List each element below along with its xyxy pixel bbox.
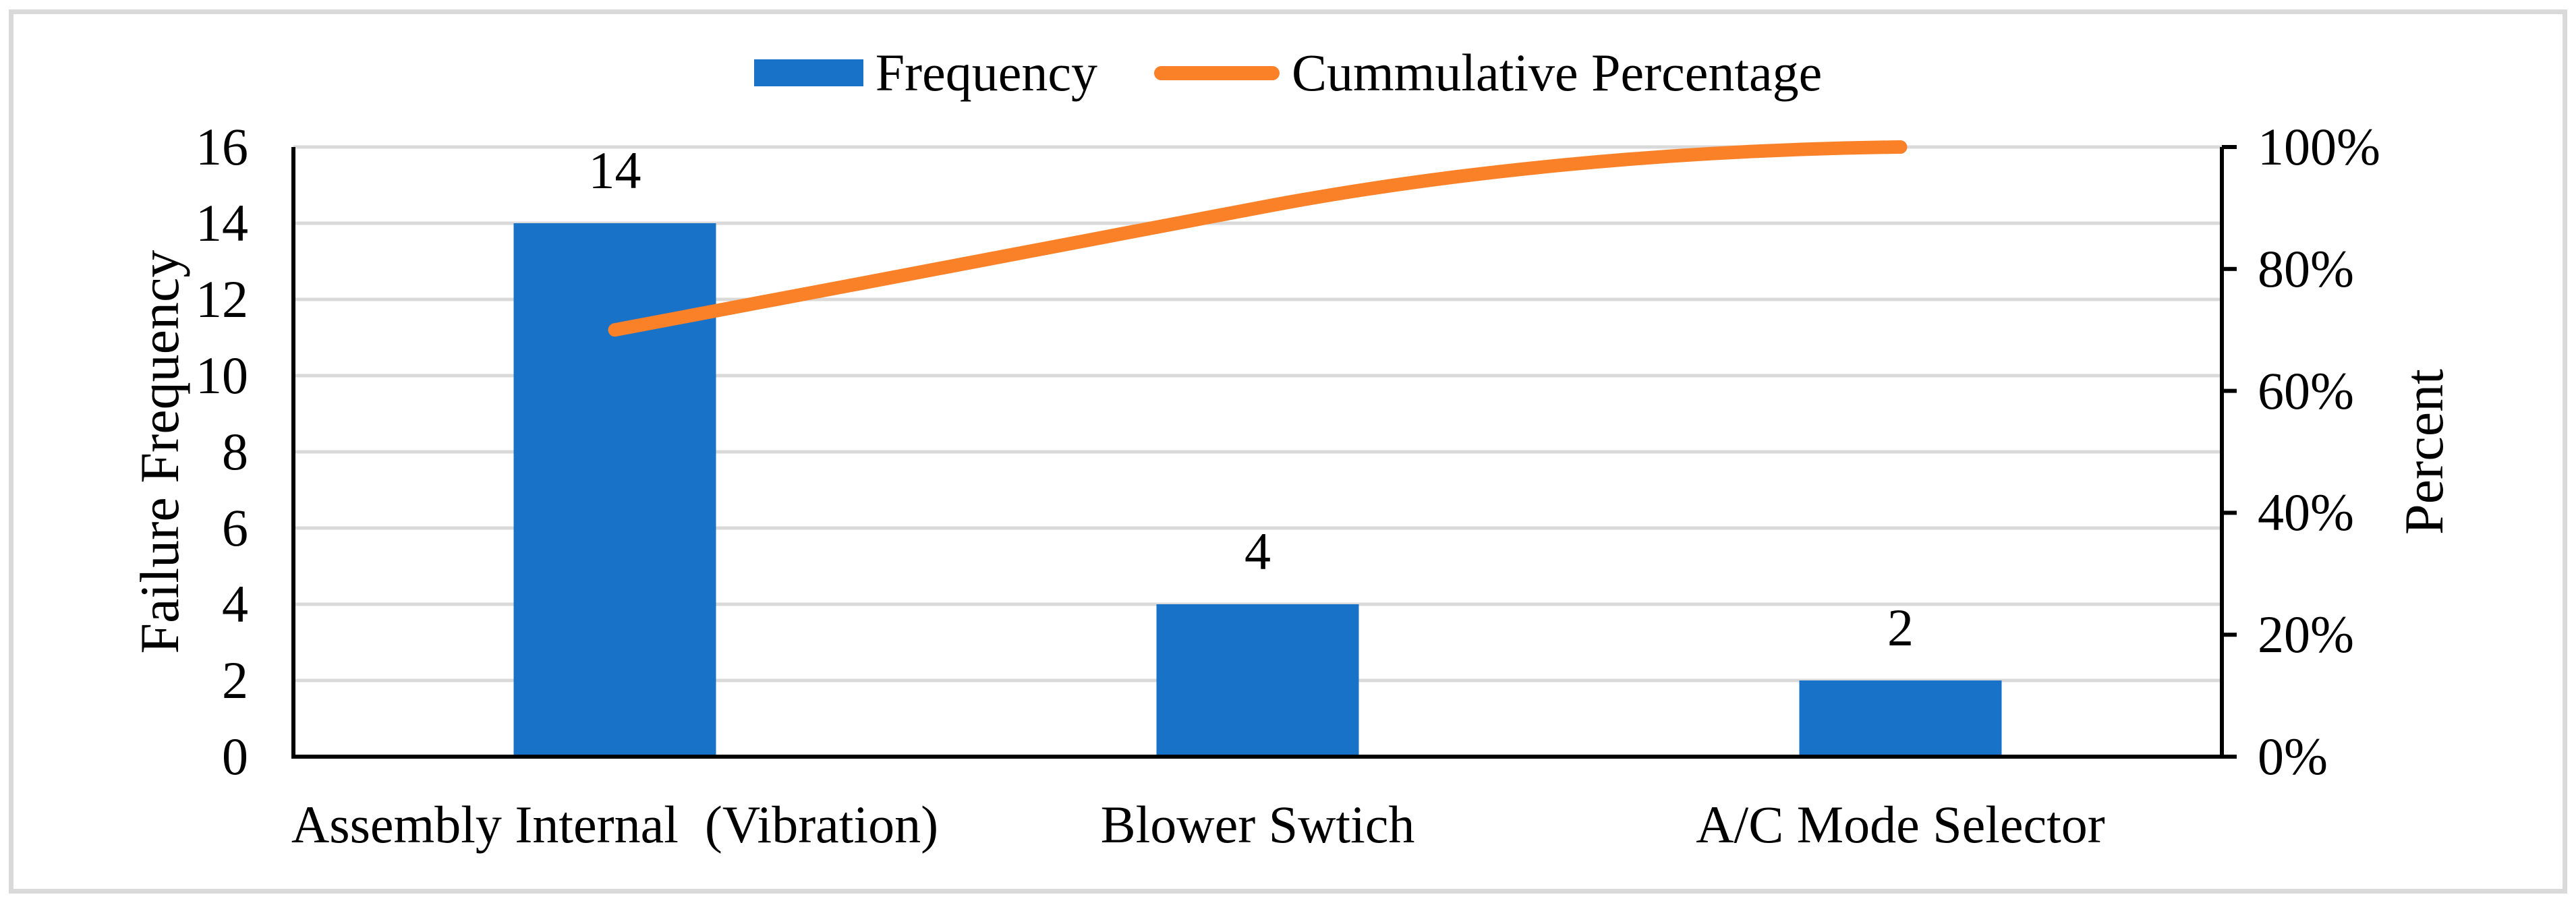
bar-value-label: 4 — [1244, 522, 1271, 581]
gridline — [293, 145, 2222, 149]
gridline — [293, 450, 2222, 454]
right-axis-tick — [2222, 145, 2237, 149]
right-axis-tick — [2222, 266, 2237, 271]
cumulative-percentage-line — [608, 140, 1908, 337]
gridline — [293, 526, 2222, 530]
right-axis-tick-label: 20% — [2258, 605, 2354, 664]
category-label: A/C Mode Selector — [1696, 795, 2105, 854]
frequency-bar — [1799, 680, 2002, 757]
right-axis-tick-label: 0% — [2258, 727, 2328, 786]
category-label: Blower Swtich — [1100, 795, 1415, 854]
legend-item-frequency: Frequency — [753, 43, 1097, 102]
left-axis-line — [291, 147, 295, 759]
right-axis-tick — [2222, 633, 2237, 637]
cumulative-line-swatch-icon — [1153, 65, 1280, 80]
right-axis-tick-label: 80% — [2258, 239, 2354, 298]
left-axis-tick-label: 2 — [222, 651, 248, 709]
left-axis-tick-label: 6 — [222, 498, 248, 557]
right-axis-title: Percent — [2393, 369, 2455, 535]
legend-item-cumulative-percentage: Cummulative Percentage — [1153, 43, 1823, 102]
frequency-bar — [1156, 604, 1359, 757]
left-axis-tick-label: 4 — [222, 575, 248, 633]
legend-label-frequency: Frequency — [875, 43, 1097, 102]
gridline — [293, 221, 2222, 225]
left-axis-tick-label: 0 — [222, 727, 248, 786]
right-axis-tick — [2222, 511, 2237, 515]
left-axis-tick-label: 10 — [196, 346, 248, 405]
right-axis-tick-label: 100% — [2258, 117, 2380, 176]
x-axis-line — [291, 755, 2237, 759]
right-axis-tick — [2222, 388, 2237, 393]
bar-value-label: 2 — [1887, 598, 1914, 657]
right-axis-tick-label: 60% — [2258, 361, 2354, 420]
gridline — [293, 374, 2222, 378]
bar-value-label: 14 — [588, 141, 641, 200]
gridline — [293, 297, 2222, 301]
left-axis-tick-label: 16 — [196, 117, 248, 176]
right-axis-tick-label: 40% — [2258, 483, 2354, 542]
left-axis-tick-label: 8 — [222, 422, 248, 481]
frequency-bar — [513, 223, 716, 757]
frequency-swatch-icon — [753, 59, 863, 86]
left-axis-title: Failure Frequency — [129, 250, 190, 654]
left-axis-tick-label: 12 — [196, 270, 248, 328]
right-axis-line — [2220, 147, 2224, 759]
legend: Frequency Cummulative Percentage — [0, 34, 2576, 112]
left-axis-tick-label: 14 — [196, 194, 248, 252]
category-label: Assembly Internal (Vibration) — [291, 795, 939, 854]
legend-label-cumulative-percentage: Cummulative Percentage — [1291, 43, 1823, 102]
